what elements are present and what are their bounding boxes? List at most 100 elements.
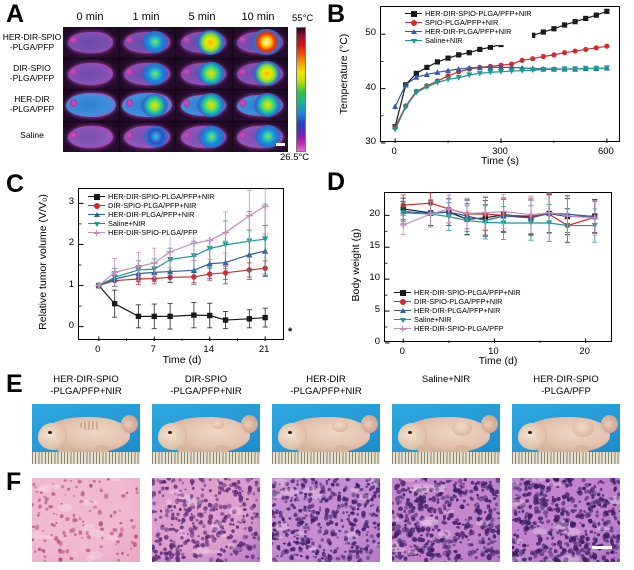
- photo-ruler: [392, 452, 500, 464]
- thermal-image-cell: [232, 58, 288, 89]
- mouse-eye: [408, 431, 413, 435]
- column-label-line: -PLGA/PFP+NIR: [170, 385, 242, 397]
- row-label-line: -PLGA/PFP: [9, 73, 55, 84]
- thermal-image-cell: [63, 58, 119, 89]
- panelD-xtick-label: 0: [399, 346, 405, 357]
- square-marker-icon: [88, 193, 105, 200]
- photo-ruler: [272, 452, 380, 464]
- panelB-legend-item: Saline+NIR: [405, 36, 532, 45]
- panelD-ytick-label: 0: [374, 336, 380, 347]
- mouse-hindquarters: [360, 414, 378, 433]
- panel-a-time-label-2: 5 min: [188, 11, 216, 23]
- he-stain-image-4: [512, 478, 620, 562]
- panel-a-row-label-1: DIR-SPIO -PLGA/PFP: [1, 63, 63, 83]
- tumor-hotspot: [195, 29, 226, 55]
- panel-d-x-axis-title: Time (d): [478, 355, 518, 367]
- triangle-down-marker-icon: [394, 316, 411, 323]
- panel-c-x-axis-title: Time (d): [162, 354, 202, 366]
- panel-a-time-label-3: 10 min: [241, 11, 275, 23]
- panel-b-legend: HER-DIR-SPIO-PLGA/PFP+NIR SPIO-PLGA/PFP+N…: [405, 9, 532, 45]
- panel-d-legend: HER-DIR-SPIO-PLGA/PFP+NIR DIR-SPIO-PLGA/P…: [394, 288, 521, 333]
- tumor-hotspot: [141, 93, 169, 117]
- mouse-eye: [168, 431, 173, 435]
- panel-b-svg: [381, 8, 610, 144]
- panelD-ytick-label: 15: [369, 240, 380, 252]
- temperature-colorbar: [296, 27, 306, 152]
- panel-e-mouse-photos: E HER-DIR-SPIO -PLGA/PFP+NIR DIR-SPIO -PLGA…: [0, 370, 634, 468]
- panelC-xtick-label: 21: [258, 344, 270, 355]
- panel-e-column-label-0: HER-DIR-SPIO -PLGA/PFP+NIR: [32, 374, 140, 397]
- panelC-ytick-label: 1: [68, 278, 74, 290]
- row-label-line: HER-DIR: [14, 94, 50, 104]
- panelB-legend-label: HER-DIR-PLGA/PFP+NIR: [425, 26, 512, 36]
- panel-b-letter: B: [327, 0, 346, 28]
- panelB-legend-label: SPIO-PLGA/PFP+NIR: [425, 17, 499, 27]
- panelD-legend-item: HER-DIR-PLGA/PFP+NIR: [394, 306, 521, 315]
- panel-c-tumor-volume-chart: C Relative tumor volume (V/V₀) Time (d) …: [0, 172, 320, 370]
- panelC-legend-item: DIR-SPIO-PLGA/PFP+NIR: [88, 201, 215, 210]
- tumor-hotspot: [143, 126, 168, 147]
- thermal-image-cell: [232, 27, 288, 58]
- mouse-head-detail: [239, 67, 247, 76]
- he-stain-image-3: [392, 478, 500, 562]
- column-label-line: -PLGA/PFP+NIR: [50, 385, 122, 397]
- mouse-head-detail: [126, 67, 134, 76]
- mouse-head-detail: [239, 130, 247, 139]
- mouse-hindquarters: [480, 414, 498, 433]
- triangle-up-marker-icon: [405, 28, 422, 35]
- photo-ruler: [32, 452, 140, 464]
- mouse-photo-1: [152, 404, 260, 464]
- row-label-line: -PLGA/PFP: [9, 42, 55, 53]
- square-marker-icon: [394, 289, 411, 296]
- panelD-xtick-label: 20: [579, 346, 590, 357]
- tumor-hotspot: [197, 61, 225, 86]
- panelB-legend-item: HER-DIR-PLGA/PFP+NIR: [405, 27, 532, 36]
- tumor-hotspot: [141, 30, 169, 54]
- tumor-hotspot: [196, 93, 225, 118]
- panelC-ytick-label: 0: [68, 319, 74, 331]
- thermal-image-cell: [232, 121, 288, 152]
- mouse-head-detail: [126, 130, 134, 139]
- mouse-head-detail: [69, 36, 77, 45]
- mouse-head-detail: [239, 36, 247, 45]
- column-label-line: HER-DIR: [306, 374, 346, 385]
- mouse-head-detail: [69, 130, 77, 139]
- panel-c-letter: C: [6, 170, 25, 198]
- panelB-legend-item: SPIO-PLGA/PFP+NIR: [405, 18, 532, 27]
- panel-e-column-label-2: HER-DIR -PLGA/PFP+NIR: [272, 374, 380, 397]
- panelC-series-4: [95, 188, 269, 290]
- nuclei-layer: [272, 478, 380, 562]
- panelC-legend-label: HER-DIR-SPIO-PLGA/PFP: [108, 227, 198, 237]
- thermal-image-cell: [63, 90, 119, 121]
- panel-f-letter: F: [6, 468, 22, 496]
- mouse-thermal-silhouette: [67, 126, 114, 148]
- column-label-line: -PLGA/PFP: [541, 385, 591, 397]
- panel-e-column-label-1: DIR-SPIO -PLGA/PFP+NIR: [152, 374, 260, 397]
- panelB-xtick-label: 600: [597, 146, 614, 157]
- panelC-legend-label: HER-DIR-PLGA/PFP+NIR: [108, 209, 195, 219]
- he-stain-image-0: [32, 478, 140, 562]
- mouse-foot: [94, 444, 109, 455]
- panelB-series-1: [392, 43, 610, 130]
- tumor-hotspot: [250, 28, 282, 56]
- tumor-hotspot: [142, 62, 168, 85]
- panel-a-letter: A: [6, 0, 25, 28]
- mouse-hindquarters: [600, 414, 618, 433]
- column-label-line: Saline+NIR: [421, 374, 471, 385]
- mouse-head-detail: [126, 36, 134, 45]
- thermal-image-cell: [176, 27, 232, 58]
- panelD-legend-label: HER-DIR-PLGA/PFP+NIR: [414, 305, 501, 315]
- colorbar-min-label: 26.5°C: [280, 152, 310, 163]
- panelC-legend-item: HER-DIR-SPIO-PLGA/PFP: [88, 228, 215, 237]
- mouse-photo-3: [392, 404, 500, 464]
- tumor-hotspot: [254, 125, 282, 148]
- mouse-photo-0: [32, 404, 140, 464]
- tumor-bump: [332, 419, 349, 433]
- panelB-legend-label: Saline+NIR: [425, 35, 463, 45]
- panel-a-row-label-3: Saline: [1, 130, 63, 140]
- panel-a-time-label-0: 0 min: [76, 11, 104, 23]
- panelC-legend-item: HER-DIR-PLGA/PFP+NIR: [88, 210, 215, 219]
- mouse-foot: [417, 444, 432, 455]
- mouse-foot: [177, 444, 192, 455]
- panelC-legend-label: DIR-SPIO-PLGA/PFP+NIR: [108, 200, 197, 210]
